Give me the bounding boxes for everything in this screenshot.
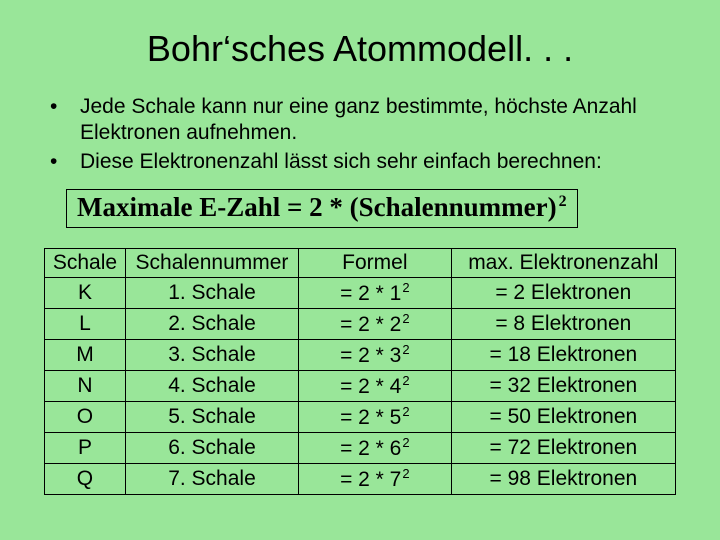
header-formel: Formel — [299, 248, 452, 277]
formel-exp: 2 — [402, 435, 409, 450]
formel-base: = 2 * 5 — [340, 406, 401, 429]
cell-schale: N — [45, 370, 126, 401]
cell-formel: = 2 * 72 — [299, 463, 452, 494]
cell-schale: L — [45, 308, 126, 339]
cell-formel: = 2 * 42 — [299, 370, 452, 401]
cell-schale: P — [45, 432, 126, 463]
table-row: P6. Schale= 2 * 62= 72 Elektronen — [45, 432, 676, 463]
cell-max: = 98 Elektronen — [451, 463, 675, 494]
cell-formel: = 2 * 32 — [299, 339, 452, 370]
table-row: Q7. Schale= 2 * 72= 98 Elektronen — [45, 463, 676, 494]
formel-base: = 2 * 6 — [340, 437, 401, 460]
header-schale: Schale — [45, 248, 126, 277]
cell-schale: M — [45, 339, 126, 370]
header-max: max. Elektronenzahl — [451, 248, 675, 277]
formel-exp: 2 — [402, 280, 409, 295]
formel-exp: 2 — [402, 373, 409, 388]
page-title: Bohr‘sches Atommodell. . . — [38, 28, 682, 70]
cell-max: = 32 Elektronen — [451, 370, 675, 401]
cell-max: = 72 Elektronen — [451, 432, 675, 463]
formel-base: = 2 * 2 — [340, 313, 401, 336]
formula-exponent: 2 — [559, 193, 567, 210]
cell-max: = 2 Elektronen — [451, 277, 675, 308]
bullet-list: • Jede Schale kann nur eine ganz bestimm… — [38, 94, 682, 175]
bullet-dot-icon: • — [50, 94, 80, 147]
cell-max: = 50 Elektronen — [451, 401, 675, 432]
cell-schale: K — [45, 277, 126, 308]
cell-max: = 8 Elektronen — [451, 308, 675, 339]
formel-base: = 2 * 3 — [340, 344, 401, 367]
formel-base: = 2 * 7 — [340, 468, 401, 491]
cell-formel: = 2 * 52 — [299, 401, 452, 432]
cell-nummer: 3. Schale — [125, 339, 298, 370]
bullet-text: Jede Schale kann nur eine ganz bestimmte… — [80, 94, 674, 147]
bullet-item: • Jede Schale kann nur eine ganz bestimm… — [50, 94, 674, 147]
cell-max: = 18 Elektronen — [451, 339, 675, 370]
formel-base: = 2 * 4 — [340, 375, 401, 398]
cell-nummer: 7. Schale — [125, 463, 298, 494]
formula-prefix: Maximale E-Zahl = 2 * (Schalennummer) — [77, 192, 557, 222]
cell-nummer: 6. Schale — [125, 432, 298, 463]
table-row: K1. Schale= 2 * 12= 2 Elektronen — [45, 277, 676, 308]
formel-base: = 2 * 1 — [340, 282, 401, 305]
cell-formel: = 2 * 62 — [299, 432, 452, 463]
formel-exp: 2 — [402, 404, 409, 419]
cell-formel: = 2 * 22 — [299, 308, 452, 339]
header-nummer: Schalennummer — [125, 248, 298, 277]
bullet-dot-icon: • — [50, 149, 80, 175]
bullet-item: • Diese Elektronenzahl lässt sich sehr e… — [50, 149, 674, 175]
cell-nummer: 2. Schale — [125, 308, 298, 339]
cell-schale: Q — [45, 463, 126, 494]
table-row: O5. Schale= 2 * 52= 50 Elektronen — [45, 401, 676, 432]
formula-box: Maximale E-Zahl = 2 * (Schalennummer)2 — [66, 189, 578, 228]
formel-exp: 2 — [402, 466, 409, 481]
formel-exp: 2 — [402, 311, 409, 326]
cell-formel: = 2 * 12 — [299, 277, 452, 308]
cell-schale: O — [45, 401, 126, 432]
shell-table-wrap: Schale Schalennummer Formel max. Elektro… — [44, 248, 676, 495]
table-row: M3. Schale= 2 * 32= 18 Elektronen — [45, 339, 676, 370]
cell-nummer: 5. Schale — [125, 401, 298, 432]
table-header-row: Schale Schalennummer Formel max. Elektro… — [45, 248, 676, 277]
bullet-text: Diese Elektronenzahl lässt sich sehr ein… — [80, 149, 674, 175]
cell-nummer: 1. Schale — [125, 277, 298, 308]
table-row: N4. Schale= 2 * 42= 32 Elektronen — [45, 370, 676, 401]
formel-exp: 2 — [402, 342, 409, 357]
shell-table: Schale Schalennummer Formel max. Elektro… — [44, 248, 676, 495]
cell-nummer: 4. Schale — [125, 370, 298, 401]
table-row: L2. Schale= 2 * 22= 8 Elektronen — [45, 308, 676, 339]
